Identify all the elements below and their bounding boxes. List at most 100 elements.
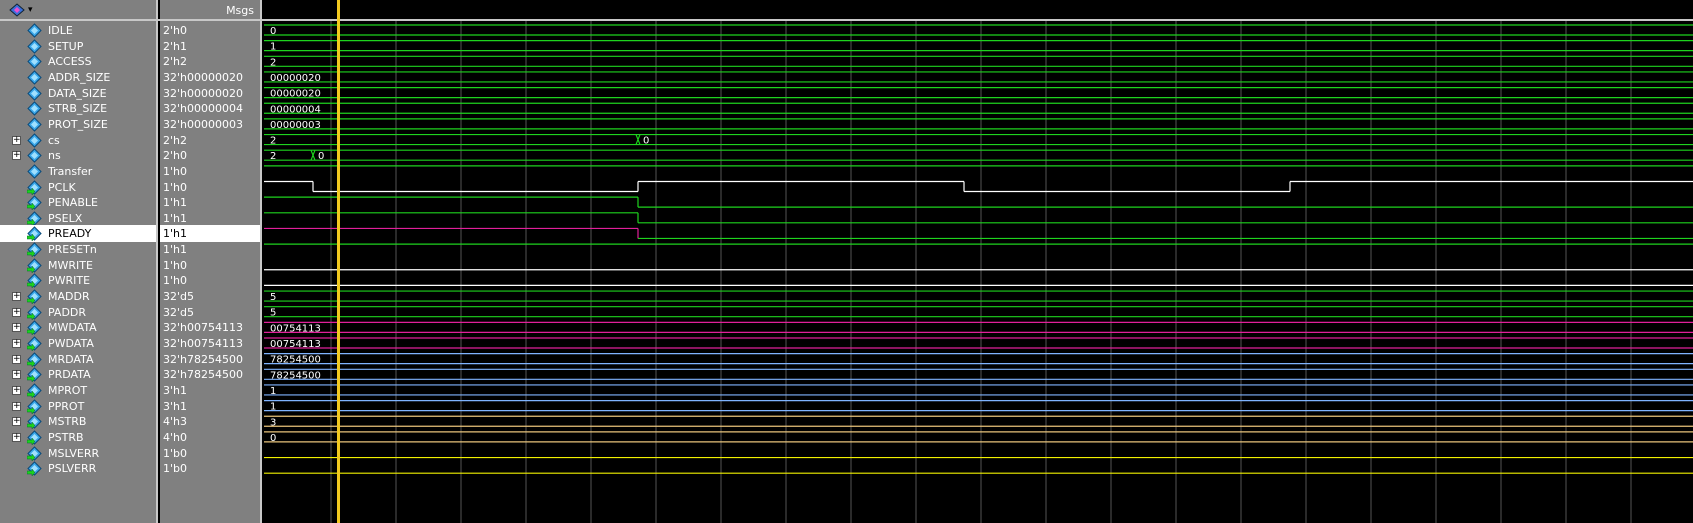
signal-value-row[interactable]: 1'h0 [160, 272, 260, 289]
expand-icon[interactable]: + [12, 322, 21, 333]
signal-value-row[interactable]: 3'h1 [160, 382, 260, 399]
wave-value-label: 00000003 [270, 120, 321, 131]
signal-row-ns[interactable]: + ns [0, 147, 156, 164]
signal-value-row[interactable]: 1'b0 [160, 445, 260, 462]
expand-icon[interactable]: + [12, 353, 21, 364]
signal-value: 32'h78254500 [163, 368, 243, 382]
signal-name: MSTRB [48, 415, 87, 429]
signal-value-row[interactable]: 1'h1 [160, 241, 260, 258]
signal-row-mwrite[interactable]: MWRITE [0, 257, 156, 274]
dropdown-arrow-icon[interactable]: ▾ [28, 5, 33, 15]
signal-value-row[interactable]: 32'h00000020 [160, 85, 260, 102]
signal-row-pprot[interactable]: + PPROT [0, 398, 156, 415]
signal-value-row[interactable]: 1'h0 [160, 179, 260, 196]
expand-icon[interactable]: + [12, 384, 21, 395]
expand-icon[interactable]: + [12, 416, 21, 427]
wave-value-label: 78254500 [270, 370, 321, 381]
signal-row-paddr[interactable]: + PADDR [0, 304, 156, 321]
expand-icon[interactable]: + [12, 338, 21, 348]
signal-row-access[interactable]: ACCESS [0, 53, 156, 70]
signal-row-transfer[interactable]: Transfer [0, 163, 156, 180]
expand-icon[interactable]: + [12, 291, 21, 302]
signal-row-mrdata[interactable]: + MRDATA [0, 351, 156, 368]
signal-value-row[interactable]: 32'd5 [160, 288, 260, 305]
signal-value-row[interactable]: 32'h78254500 [160, 351, 260, 368]
signal-name: ADDR_SIZE [48, 70, 111, 84]
header-divider [0, 19, 1693, 21]
signal-row-penable[interactable]: PENABLE [0, 194, 156, 211]
signal-value-row[interactable]: 32'd5 [160, 304, 260, 321]
signal-value-row[interactable]: 1'h1 [160, 210, 260, 227]
signal-value-row[interactable]: 32'h00000003 [160, 116, 260, 133]
signal-value: 1'h1 [163, 227, 187, 241]
signal-value-row[interactable]: 1'b0 [160, 460, 260, 477]
input-signal-icon [26, 304, 42, 321]
signal-row-pselx[interactable]: PSELX [0, 210, 156, 227]
wave-value-label: 0 [270, 433, 276, 444]
signal-row-pslverr[interactable]: PSLVERR [0, 460, 156, 477]
signal-value-row[interactable]: 3'h1 [160, 398, 260, 415]
signal-value-row[interactable]: 1'h0 [160, 257, 260, 274]
expand-icon[interactable]: + [12, 400, 21, 411]
signal-row-idle[interactable]: IDLE [0, 22, 156, 39]
wave-value-label: 1 [270, 402, 276, 413]
wave-value-label: 2 [270, 136, 276, 147]
expand-icon[interactable]: + [12, 134, 21, 145]
signal-name: MWRITE [48, 258, 93, 272]
signal-row-setup[interactable]: SETUP [0, 38, 156, 55]
signal-row-cs[interactable]: + cs [0, 132, 156, 149]
signal-row-prdata[interactable]: + PRDATA [0, 366, 156, 383]
signal-value-row[interactable]: 2'h0 [160, 22, 260, 39]
signal-row-mprot[interactable]: + MPROT [0, 382, 156, 399]
wave-value-label: 00754113 [270, 339, 321, 350]
signal-value-row[interactable]: 2'h2 [160, 132, 260, 149]
signal-row-pwrite[interactable]: PWRITE [0, 272, 156, 290]
signal-row-strb_size[interactable]: STRB_SIZE [0, 100, 156, 117]
signal-value-row[interactable]: 1'h0 [160, 163, 260, 180]
signal-row-addr_size[interactable]: ADDR_SIZE [0, 69, 156, 86]
signal-row-pwdata[interactable]: + PWDATA [0, 335, 156, 352]
wave-value-label: 0 [270, 26, 276, 37]
expand-icon[interactable]: + [12, 369, 21, 380]
signal-value-row[interactable]: 32'h00754113 [160, 319, 260, 336]
signal-row-pclk[interactable]: PCLK [0, 179, 156, 196]
signal-value: 1'h0 [163, 274, 187, 288]
signal-value-row[interactable]: 1'h1 [160, 194, 260, 211]
signal-name: ns [48, 149, 61, 163]
signal-row-presetn[interactable]: PRESETn [0, 241, 156, 258]
signal-value-row[interactable]: 2'h2 [160, 53, 260, 70]
signal-value-row[interactable]: 4'h0 [160, 429, 260, 446]
signal-name: Transfer [48, 164, 93, 178]
input-signal-icon [26, 367, 42, 383]
signal-name: MRDATA [48, 352, 94, 366]
signal-row-prot_size[interactable]: PROT_SIZE [0, 116, 156, 133]
signal-row-data_size[interactable]: DATA_SIZE [0, 85, 156, 102]
time-cursor[interactable] [337, 0, 340, 523]
expand-icon[interactable]: + [12, 306, 21, 317]
wave-window-icon[interactable] [8, 3, 26, 17]
signal-value-row[interactable]: 1'h1 [160, 225, 260, 243]
expand-icon[interactable]: + [12, 431, 21, 442]
signal-icon [27, 164, 42, 179]
signal-row-pready[interactable]: PREADY [0, 225, 156, 243]
waveform-canvas[interactable]: 0 1 2 00000020 00000020 00000004 00000003 2 0 2 0 5… [264, 21, 1693, 523]
signal-value-row[interactable]: 32'h00000004 [160, 100, 260, 117]
expand-icon[interactable]: + [12, 150, 21, 161]
signal-icon [27, 101, 42, 116]
signal-value-row[interactable]: 32'h00754113 [160, 335, 260, 352]
signal-row-maddr[interactable]: + MADDR [0, 288, 156, 305]
bus-transition [635, 134, 641, 145]
signal-value-row[interactable]: 2'h1 [160, 38, 260, 55]
signal-row-mwdata[interactable]: + MWDATA [0, 319, 156, 337]
signal-value-row[interactable]: 2'h0 [160, 147, 260, 164]
signal-value-row[interactable]: 32'h00000020 [160, 69, 260, 86]
signal-name: IDLE [48, 24, 73, 37]
waveform-area[interactable]: 0 1 2 00000020 00000020 00000004 00000003 2 0 2 0 5… [264, 21, 1693, 523]
signal-row-mslverr[interactable]: MSLVERR [0, 445, 156, 462]
signal-row-mstrb[interactable]: + MSTRB [0, 413, 156, 430]
input-signal-icon [26, 273, 42, 290]
signal-value-row[interactable]: 4'h3 [160, 413, 260, 430]
signal-row-pstrb[interactable]: + PSTRB [0, 429, 156, 446]
wave-change-label: 0 [318, 151, 324, 162]
signal-value-row[interactable]: 32'h78254500 [160, 366, 260, 383]
